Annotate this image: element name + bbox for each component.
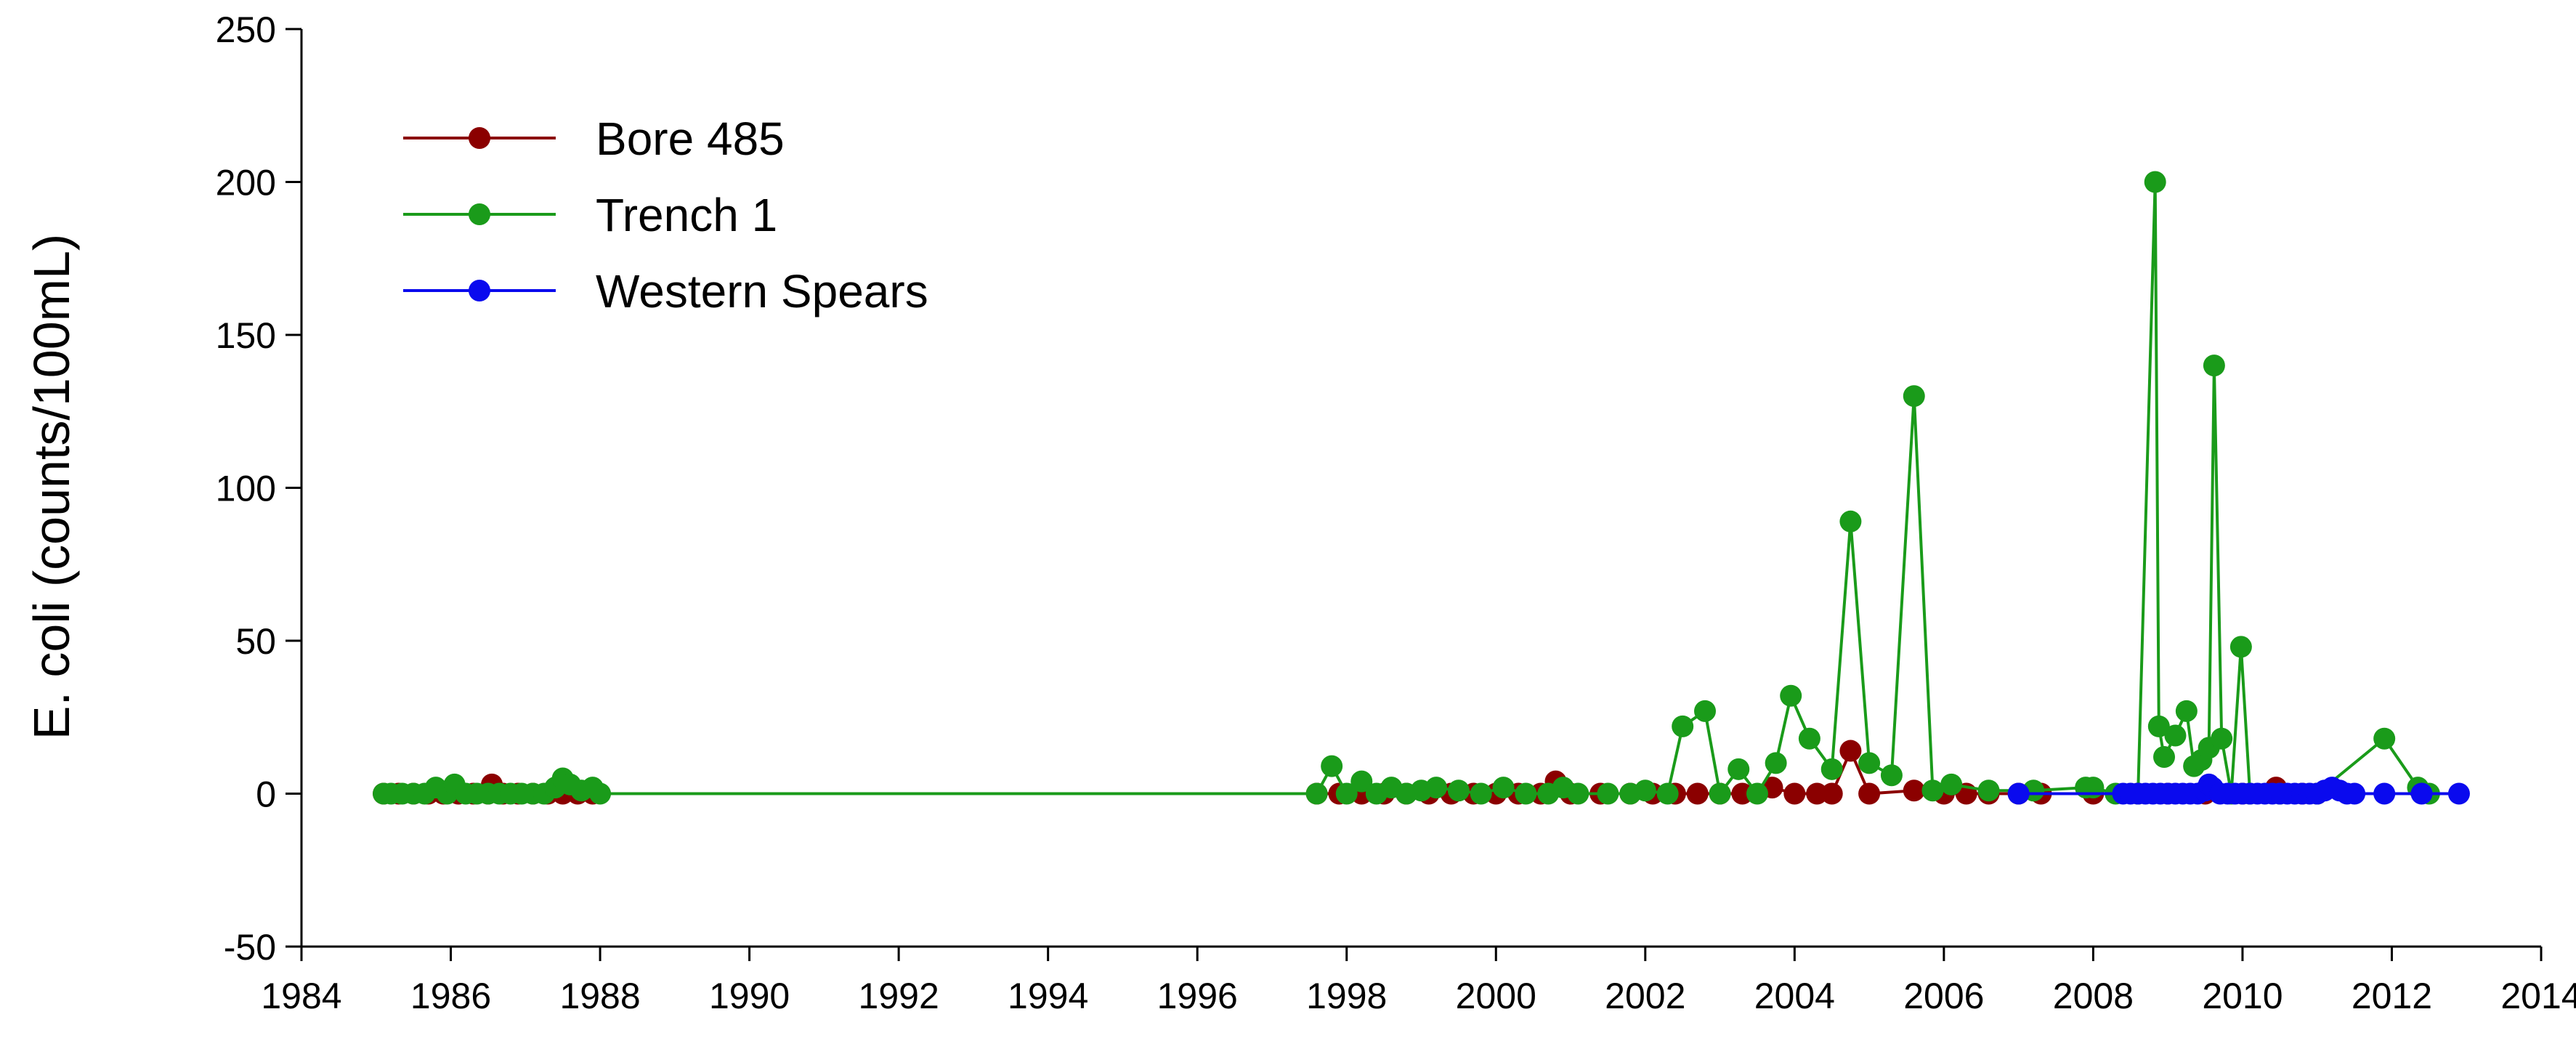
y-tick-label: 50 <box>235 621 276 662</box>
data-point-trench-1 <box>1425 777 1448 799</box>
data-point-trench-1 <box>1921 779 1944 802</box>
data-point-bore-485 <box>1686 782 1709 805</box>
legend-swatch-marker <box>469 203 490 225</box>
x-tick-label: 2000 <box>1456 976 1536 1016</box>
y-tick-label: 150 <box>216 315 276 356</box>
legend-item-western-spears: Western Spears <box>403 265 928 317</box>
data-point-western-spears <box>2410 782 2433 805</box>
data-point-trench-1 <box>2373 727 2396 750</box>
x-tick-label: 1998 <box>1306 976 1387 1016</box>
y-axis-title: E. coli (counts/100mL) <box>23 234 80 740</box>
data-point-trench-1 <box>1597 782 1619 805</box>
axes: -50 0 50 100 150 200 250 1984 1986 1988 1990 1992 19… <box>216 9 2576 1016</box>
x-tick-label: 1984 <box>261 976 341 1016</box>
x-tick-label: 1994 <box>1008 976 1088 1016</box>
data-point-western-spears <box>2447 782 2470 805</box>
data-point-trench-1 <box>1903 385 1925 408</box>
data-point-trench-1 <box>589 782 612 805</box>
x-tick-label: 1990 <box>709 976 790 1016</box>
data-point-bore-485 <box>1903 779 1925 802</box>
data-point-trench-1 <box>1492 777 1515 799</box>
legend-label: Bore 485 <box>596 113 785 165</box>
data-point-bore-485 <box>1783 782 1806 805</box>
data-point-trench-1 <box>2229 636 2252 658</box>
y-tick-label: 250 <box>216 9 276 50</box>
x-tick-label: 1992 <box>859 976 939 1016</box>
data-point-trench-1 <box>1780 684 1802 707</box>
data-point-trench-1 <box>1880 764 1903 787</box>
x-tick-label: 2008 <box>2053 976 2134 1016</box>
data-point-western-spears <box>2007 782 2030 805</box>
data-point-trench-1 <box>1765 752 1787 774</box>
y-tick-label: 0 <box>256 774 276 815</box>
data-point-trench-1 <box>1820 758 1843 780</box>
series-layer <box>373 171 2470 805</box>
x-tick-label: 2006 <box>1903 976 1984 1016</box>
data-point-trench-1 <box>1470 782 1492 805</box>
data-point-trench-1 <box>1746 782 1768 805</box>
x-tick-label: 1986 <box>410 976 491 1016</box>
data-point-trench-1 <box>1350 770 1373 793</box>
legend: Bore 485 Trench 1 Western Spears <box>403 113 928 317</box>
y-tick-label: -50 <box>224 927 276 968</box>
data-point-trench-1 <box>1839 510 1862 532</box>
data-point-trench-1 <box>1335 782 1358 805</box>
legend-label: Western Spears <box>596 265 928 317</box>
y-tick-label: 200 <box>216 163 276 203</box>
data-point-trench-1 <box>1321 755 1343 777</box>
legend-item-trench-1: Trench 1 <box>403 189 777 241</box>
data-point-trench-1 <box>2211 727 2233 750</box>
data-point-trench-1 <box>1728 758 1750 780</box>
data-point-trench-1 <box>2164 724 2187 747</box>
x-tick-label: 1996 <box>1157 976 1238 1016</box>
y-tick-label: 100 <box>216 469 276 509</box>
data-point-trench-1 <box>2175 700 2198 722</box>
x-tick-label: 2004 <box>1754 976 1835 1016</box>
data-point-trench-1 <box>1977 779 2000 802</box>
data-point-trench-1 <box>1798 727 1820 750</box>
data-point-western-spears <box>2373 782 2396 805</box>
data-point-trench-1 <box>1656 782 1679 805</box>
data-point-bore-485 <box>1806 782 1828 805</box>
data-point-trench-1 <box>1672 715 1694 737</box>
data-point-trench-1 <box>1709 782 1731 805</box>
data-point-trench-1 <box>1515 782 1537 805</box>
data-point-trench-1 <box>2144 171 2166 193</box>
data-point-bore-485 <box>1858 782 1881 805</box>
x-tick-label: 2012 <box>2352 976 2432 1016</box>
data-point-bore-485 <box>1839 740 1862 762</box>
data-point-western-spears <box>2344 782 2366 805</box>
legend-swatch-marker <box>469 280 490 301</box>
x-tick-label: 1988 <box>559 976 640 1016</box>
data-point-trench-1 <box>2147 715 2170 737</box>
data-point-trench-1 <box>1940 773 1963 795</box>
data-point-trench-1 <box>1567 782 1589 805</box>
legend-item-bore-485: Bore 485 <box>403 113 785 165</box>
data-point-trench-1 <box>1858 752 1881 774</box>
x-tick-label: 2014 <box>2500 976 2576 1016</box>
data-point-trench-1 <box>1694 700 1717 722</box>
data-point-bore-485 <box>1731 782 1754 805</box>
x-tick-label: 2002 <box>1605 976 1685 1016</box>
data-point-trench-1 <box>1305 782 1328 805</box>
y-axis-title-group: E. coli (counts/100mL) <box>23 234 80 740</box>
data-point-trench-1 <box>2082 777 2105 799</box>
series-western-spears <box>2007 773 2470 805</box>
data-point-trench-1 <box>2203 355 2225 377</box>
data-point-bore-485 <box>1820 782 1843 805</box>
legend-swatch-marker <box>469 127 490 149</box>
x-tick-label: 2010 <box>2202 976 2283 1016</box>
legend-label: Trench 1 <box>596 189 777 241</box>
data-point-trench-1 <box>1447 779 1470 802</box>
data-point-trench-1 <box>1634 779 1656 802</box>
data-point-trench-1 <box>2153 745 2176 768</box>
